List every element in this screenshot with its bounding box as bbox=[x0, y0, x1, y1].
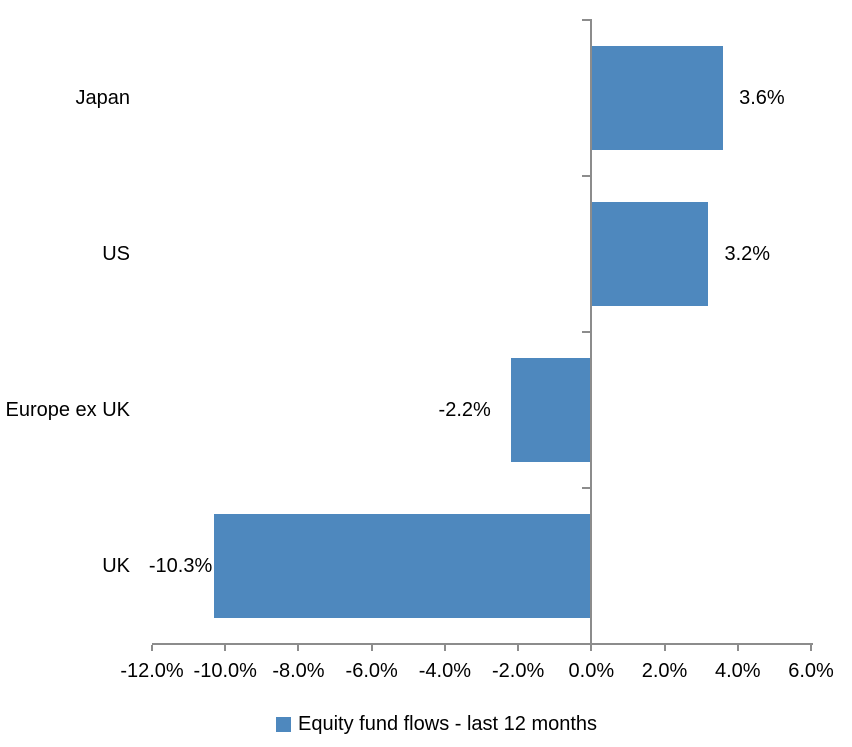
category-axis-line bbox=[152, 643, 813, 645]
category-label: Japan bbox=[75, 87, 131, 109]
axis-tick-label: 4.0% bbox=[714, 660, 761, 682]
bar bbox=[214, 514, 592, 618]
axis-tick-label: -2.0% bbox=[491, 660, 545, 682]
bar bbox=[510, 358, 592, 462]
legend-label: Equity fund flows - last 12 months bbox=[298, 713, 598, 735]
axis-tick-label: 6.0% bbox=[788, 660, 834, 682]
axis-tick-label: -10.0% bbox=[193, 660, 257, 682]
axis-tick-label: -6.0% bbox=[345, 660, 398, 682]
data-label: -10.3% bbox=[148, 555, 213, 577]
axis-tick bbox=[370, 645, 373, 651]
value-axis-tick bbox=[582, 175, 591, 177]
value-axis-line bbox=[590, 19, 593, 644]
axis-tick bbox=[663, 645, 666, 651]
bar bbox=[591, 202, 709, 306]
bar bbox=[591, 46, 724, 150]
axis-tick bbox=[736, 645, 739, 651]
axis-tick-label: 2.0% bbox=[641, 660, 688, 682]
axis-tick bbox=[517, 645, 520, 651]
axis-tick-label: -12.0% bbox=[120, 660, 184, 682]
axis-tick bbox=[224, 645, 227, 651]
category-label: Europe ex UK bbox=[5, 399, 130, 421]
value-axis-tick bbox=[582, 19, 591, 21]
axis-tick-label: -8.0% bbox=[272, 660, 325, 682]
axis-tick bbox=[443, 645, 446, 651]
axis-tick bbox=[810, 645, 812, 651]
axis-tick bbox=[590, 645, 593, 651]
data-label: 3.2% bbox=[724, 243, 771, 265]
axis-tick-label: -4.0% bbox=[418, 660, 471, 682]
axis-tick bbox=[297, 645, 300, 651]
legend-swatch-icon bbox=[276, 716, 291, 732]
axis-tick bbox=[151, 645, 153, 651]
category-label: US bbox=[102, 243, 130, 265]
data-label: 3.6% bbox=[739, 87, 785, 109]
category-label: UK bbox=[102, 555, 130, 577]
value-axis-tick bbox=[582, 487, 591, 489]
data-label: -2.2% bbox=[438, 399, 491, 421]
value-axis-tick bbox=[582, 331, 591, 333]
legend: Equity fund flows - last 12 months bbox=[276, 712, 597, 736]
axis-tick-label: 0.0% bbox=[568, 660, 615, 682]
